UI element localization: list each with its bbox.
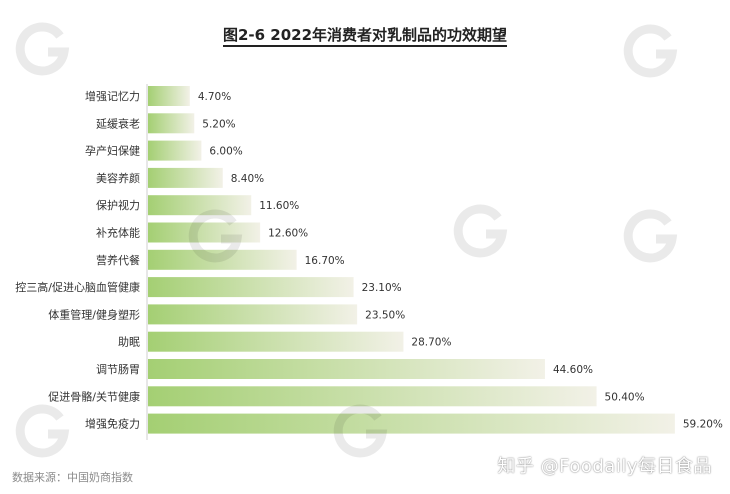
category-label: 控三高/促进心脑血管健康 xyxy=(15,280,140,294)
bar xyxy=(148,195,252,216)
value-label: 16.70% xyxy=(305,255,345,267)
value-label: 50.40% xyxy=(605,391,645,403)
value-label: 4.70% xyxy=(198,91,231,103)
category-label: 增强免疫力 xyxy=(85,417,140,431)
value-label: 59.20% xyxy=(683,419,723,431)
category-label: 补充体能 xyxy=(96,226,140,240)
value-label: 23.10% xyxy=(362,282,402,294)
bar xyxy=(148,277,354,298)
footer-brand: 知乎 @Foodaily每日食品 xyxy=(497,456,712,477)
chart-title-text: 图2-6 2022年消费者对乳制品的功效期望 xyxy=(222,26,508,47)
value-label: 44.60% xyxy=(553,364,593,376)
bar xyxy=(148,86,190,106)
category-label: 孕产妇保健 xyxy=(85,144,140,158)
value-label: 11.60% xyxy=(259,200,299,212)
value-label: 8.40% xyxy=(231,173,264,185)
bar xyxy=(148,140,202,161)
category-label: 促进骨骼/关节健康 xyxy=(48,389,140,403)
category-label: 助眠 xyxy=(118,335,140,349)
category-label: 营养代餐 xyxy=(96,253,140,267)
bar xyxy=(148,413,675,434)
value-label: 5.20% xyxy=(202,118,235,130)
value-label: 12.60% xyxy=(268,228,308,240)
chart-title: 图2-6 2022年消费者对乳制品的功效期望 xyxy=(0,24,730,47)
bar xyxy=(148,113,195,134)
category-label: 美容养颜 xyxy=(96,171,140,185)
category-label: 调节肠胃 xyxy=(96,363,140,376)
value-label: 28.70% xyxy=(411,337,451,349)
bar xyxy=(148,222,261,243)
bar xyxy=(148,167,223,188)
bar xyxy=(148,386,597,407)
category-label: 体重管理/健身塑形 xyxy=(48,307,140,321)
bar xyxy=(148,331,404,352)
bar xyxy=(148,249,297,270)
category-label: 保护视力 xyxy=(96,198,140,212)
category-label: 增强记忆力 xyxy=(85,89,140,103)
value-label: 6.00% xyxy=(209,146,242,158)
category-label: 延缓衰老 xyxy=(96,116,140,130)
bar xyxy=(148,304,358,325)
bar xyxy=(148,359,545,379)
value-label: 23.50% xyxy=(365,309,405,321)
source-note: 数据来源：中国奶商指数 xyxy=(12,471,133,484)
